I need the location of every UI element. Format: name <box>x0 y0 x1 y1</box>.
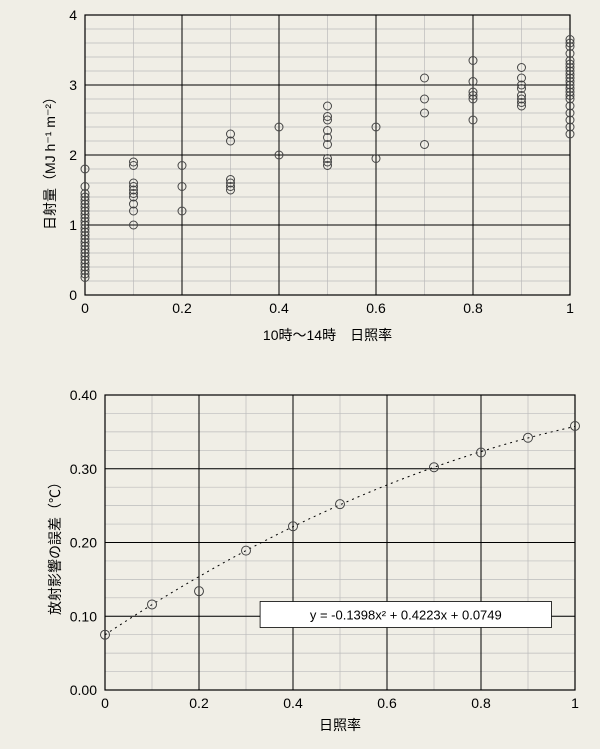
svg-text:0: 0 <box>81 300 89 316</box>
svg-text:0.2: 0.2 <box>189 695 209 711</box>
svg-text:0.6: 0.6 <box>377 695 397 711</box>
chart2-ylabel: 放射影響の誤差（℃） <box>45 445 65 645</box>
svg-text:0: 0 <box>101 695 109 711</box>
svg-text:0.10: 0.10 <box>70 608 97 624</box>
svg-text:0: 0 <box>69 287 77 303</box>
chart2-svg: 0 0.2 0.4 0.6 0.8 1 0.00 0.10 0.20 0.30 0.40 y = -0… <box>0 380 600 745</box>
svg-text:0.20: 0.20 <box>70 535 97 551</box>
chart2-container: 放射影響の誤差（℃） 0 0.2 0.4 0.6 0.8 1 0.00 0.10 0.20 0.3… <box>0 380 600 745</box>
chart1-container: 日射量（MJ h⁻¹ m⁻²） 0 0.2 0.4 0.6 0.8 1 0 1 2 3 4 10時～… <box>0 0 600 355</box>
svg-text:0.8: 0.8 <box>471 695 491 711</box>
svg-text:3: 3 <box>69 77 77 93</box>
svg-text:0.8: 0.8 <box>463 300 483 316</box>
svg-text:0.00: 0.00 <box>70 682 97 698</box>
svg-text:0.4: 0.4 <box>283 695 303 711</box>
svg-text:0.4: 0.4 <box>269 300 289 316</box>
svg-text:0.2: 0.2 <box>172 300 192 316</box>
chart1-xlabel: 10時～14時 日照率 <box>85 325 570 345</box>
svg-text:1: 1 <box>566 300 574 316</box>
svg-text:1: 1 <box>69 217 77 233</box>
svg-text:0.6: 0.6 <box>366 300 386 316</box>
svg-text:0.30: 0.30 <box>70 461 97 477</box>
chart1-ylabel: 日射量（MJ h⁻¹ m⁻²） <box>40 60 60 260</box>
chart2-xlabel: 日照率 <box>105 715 575 735</box>
chart1-svg: 0 0.2 0.4 0.6 0.8 1 0 1 2 3 4 <box>0 0 600 355</box>
svg-text:2: 2 <box>69 147 77 163</box>
svg-text:4: 4 <box>69 7 77 23</box>
svg-text:0.40: 0.40 <box>70 387 97 403</box>
svg-text:1: 1 <box>571 695 579 711</box>
svg-text:y = -0.1398x² + 0.4223x + 0.07: y = -0.1398x² + 0.4223x + 0.0749 <box>310 608 502 623</box>
